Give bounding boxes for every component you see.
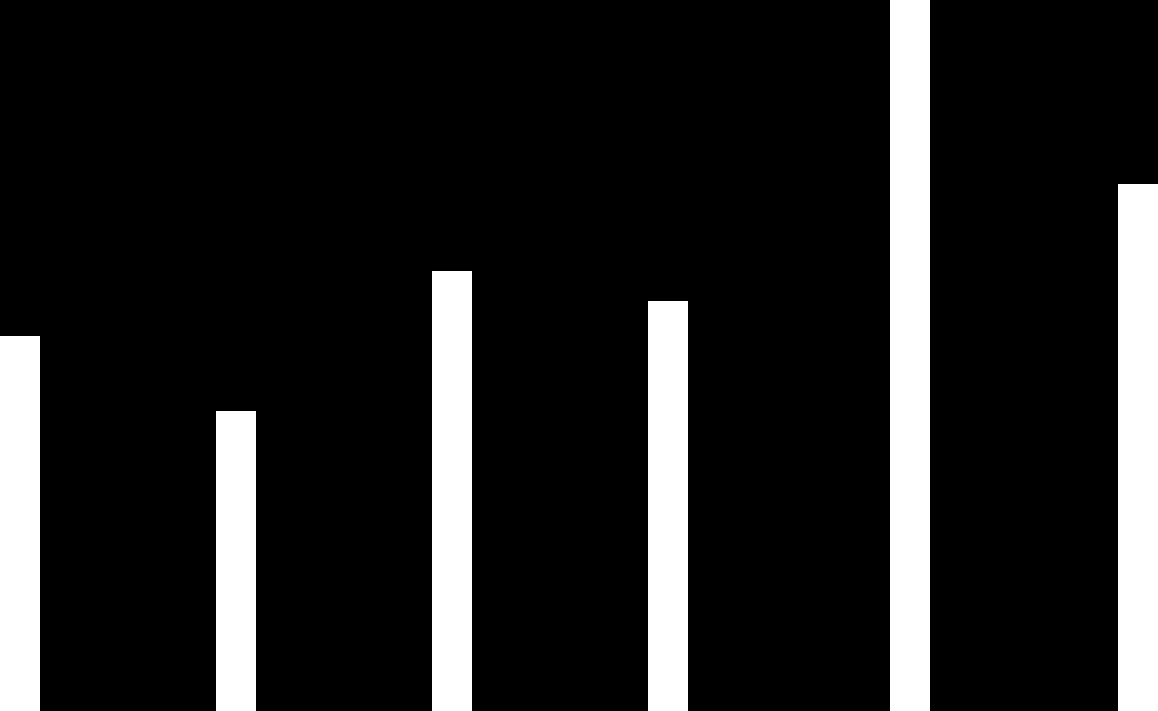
bar-1	[216, 411, 256, 711]
bar-2	[432, 271, 472, 711]
bar-5	[1118, 184, 1158, 711]
bar-3	[648, 301, 688, 711]
bar-0	[0, 336, 40, 711]
bar-4	[890, 0, 930, 711]
bar-chart	[0, 0, 1158, 711]
